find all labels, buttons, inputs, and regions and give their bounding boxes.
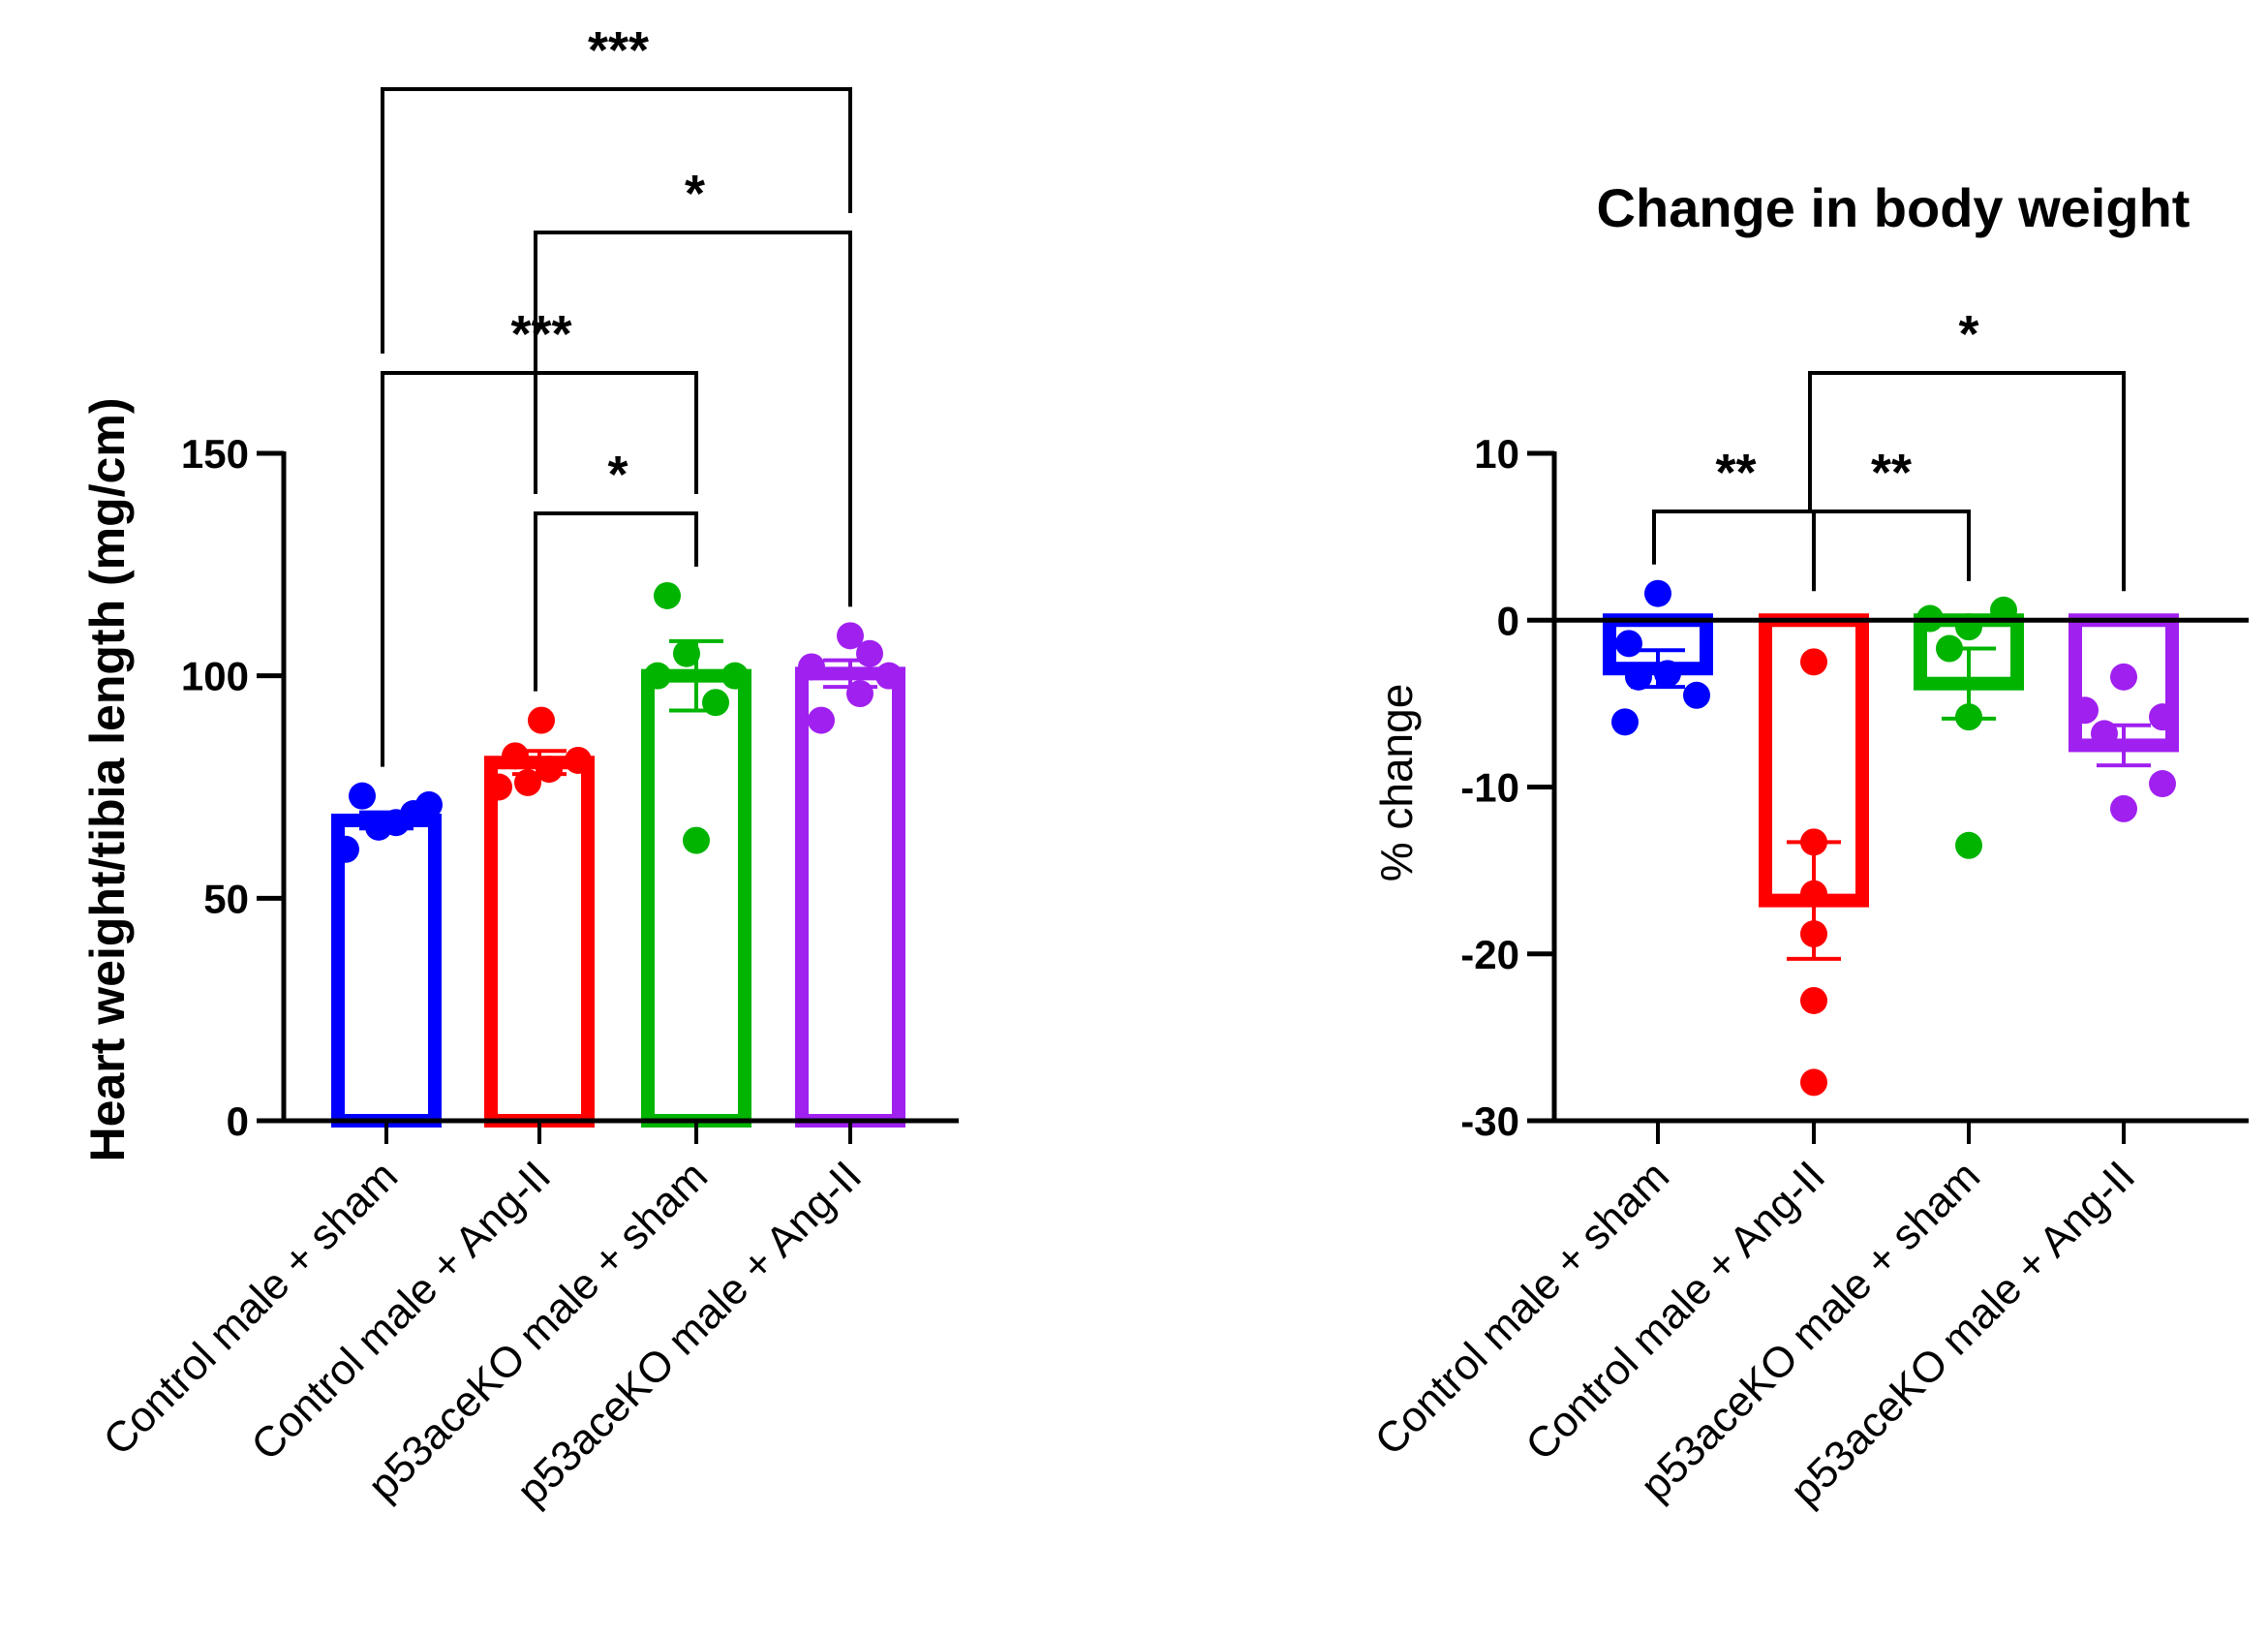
data-point <box>1955 831 1982 859</box>
body-weight-change-chart: Change in body weight ** *** -30-20-10010… <box>1366 177 2249 1515</box>
significance-bracket <box>534 231 852 607</box>
y-tick-labels: 0 50 100 150 <box>181 431 249 1144</box>
error-bars <box>359 638 877 831</box>
significance-label: ** <box>1715 444 1756 502</box>
y-tick-label: 0 <box>227 1098 249 1144</box>
data-point <box>1800 986 1827 1014</box>
category-label: Control male + Ang-II <box>242 1152 560 1469</box>
bars <box>1603 613 2179 908</box>
significance-bracket <box>1808 371 2126 592</box>
data-point <box>721 662 749 690</box>
data-point <box>808 706 835 734</box>
bars <box>331 666 905 1128</box>
bar-2 <box>484 756 595 1128</box>
y-tick-label: 0 <box>1497 598 1519 643</box>
data-point <box>528 706 555 734</box>
data-points <box>332 581 903 863</box>
y-tick-label: 100 <box>181 654 249 699</box>
significance-brackets: ** *** <box>1652 305 2126 592</box>
significance-bracket <box>534 511 698 692</box>
data-point <box>798 653 825 681</box>
data-point <box>2071 696 2099 725</box>
data-point <box>1615 630 1642 658</box>
significance-label: * <box>607 446 628 504</box>
data-point <box>2149 703 2176 731</box>
data-point <box>1644 579 1671 607</box>
data-point <box>349 782 376 810</box>
data-point <box>683 826 710 854</box>
data-point <box>837 622 864 650</box>
data-point <box>654 581 681 609</box>
data-point <box>1800 648 1827 676</box>
data-point <box>1990 596 2017 624</box>
data-point <box>485 773 512 801</box>
axes <box>1527 450 2249 1144</box>
data-point <box>1955 613 1982 641</box>
data-points <box>1611 579 2176 1097</box>
y-tick-label: -10 <box>1460 765 1519 811</box>
y-tick-label: 50 <box>203 876 249 921</box>
error-bars <box>1631 646 2151 961</box>
data-point <box>673 639 700 667</box>
y-tick-label: -20 <box>1460 932 1519 977</box>
y-tick-label: 150 <box>181 431 249 477</box>
significance-bracket <box>1652 510 1816 592</box>
significance-label: *** <box>510 305 571 363</box>
y-tick-label: -30 <box>1460 1098 1519 1144</box>
data-point <box>644 662 671 690</box>
data-point <box>2149 770 2176 798</box>
data-point <box>875 662 903 690</box>
significance-label: * <box>1958 305 1978 363</box>
category-label: Control male + sham <box>95 1152 408 1465</box>
significance-bracket <box>1808 492 1971 581</box>
significance-label: * <box>685 165 705 223</box>
data-point <box>2110 663 2137 691</box>
y-axis-label: Heart weight/tibia length (mg/cm) <box>80 398 135 1162</box>
data-point <box>332 835 359 863</box>
category-label: Control male + sham <box>1366 1152 1679 1465</box>
category-label: Control male + Ang-II <box>1517 1152 1834 1469</box>
bar-1 <box>331 813 442 1128</box>
bar-4 <box>795 666 905 1128</box>
chart-title: Change in body weight <box>1597 177 2191 238</box>
y-axis-label: % change <box>1371 684 1422 882</box>
significance-bracket <box>381 371 698 767</box>
significance-label: ** <box>1871 444 1912 502</box>
data-point <box>415 790 443 819</box>
significance-brackets: ******** <box>381 21 852 767</box>
y-tick-label: 10 <box>1474 431 1519 477</box>
bar-3 <box>641 668 751 1128</box>
significance-label: *** <box>588 21 649 79</box>
data-point <box>1683 681 1710 709</box>
data-point <box>1800 1068 1827 1097</box>
data-point <box>502 742 529 770</box>
data-point <box>1611 708 1639 736</box>
axes <box>257 450 959 1144</box>
significance-bracket <box>381 87 852 354</box>
data-point <box>2110 794 2137 822</box>
y-tick-labels: -30 -20 -10 0 10 <box>1460 431 1519 1144</box>
data-point <box>565 746 592 774</box>
